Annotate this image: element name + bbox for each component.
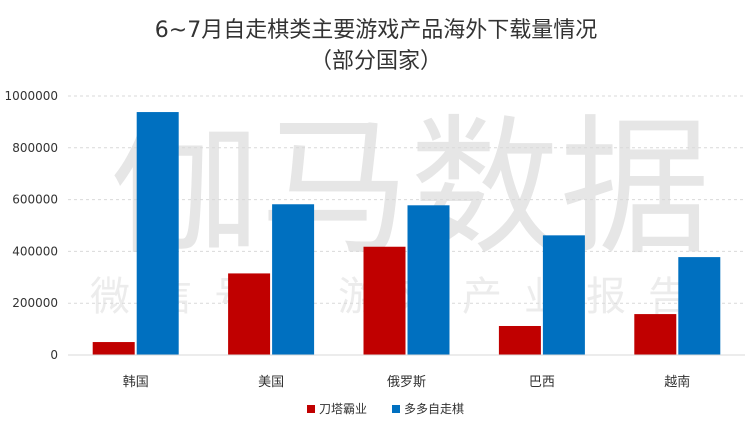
x-axis-labels: 韩国 美国 俄罗斯 巴西 越南 [123, 374, 691, 390]
bars [92, 112, 721, 355]
bar-series1 [363, 246, 406, 355]
legend-swatch [307, 405, 315, 413]
x-category-label: 越南 [664, 374, 690, 390]
bar-series1 [92, 342, 135, 355]
bar-series1 [634, 314, 677, 355]
bar-series2 [678, 257, 721, 355]
bar-series1 [228, 273, 271, 355]
y-tick-label: 800000 [12, 141, 58, 155]
bar-series2 [272, 204, 315, 355]
bar-series1 [498, 325, 541, 355]
y-axis-ticks: 0 200000 400000 600000 800000 1000000 [5, 89, 58, 362]
bar-series2 [542, 235, 585, 355]
chart-title: 6~7月自走棋类主要游戏产品海外下载量情况 [155, 18, 597, 43]
y-tick-label: 200000 [12, 296, 58, 310]
x-category-label: 韩国 [123, 375, 149, 390]
legend-label: 刀塔霸业 [319, 402, 367, 416]
legend-label: 多多自走棋 [404, 402, 464, 416]
y-tick-label: 0 [50, 348, 58, 362]
y-tick-label: 400000 [12, 244, 58, 258]
x-category-label: 美国 [258, 375, 284, 390]
x-category-label: 巴西 [529, 375, 555, 390]
y-tick-label: 600000 [12, 193, 58, 207]
chart-subtitle: （部分国家） [310, 49, 442, 74]
bar-series2 [136, 112, 179, 355]
legend-swatch [392, 405, 400, 413]
x-category-label: 俄罗斯 [387, 375, 426, 390]
gridlines [68, 95, 745, 304]
bar-series2 [407, 205, 450, 355]
y-tick-label: 1000000 [5, 89, 58, 103]
legend: 刀塔霸业 多多自走棋 [307, 402, 464, 416]
